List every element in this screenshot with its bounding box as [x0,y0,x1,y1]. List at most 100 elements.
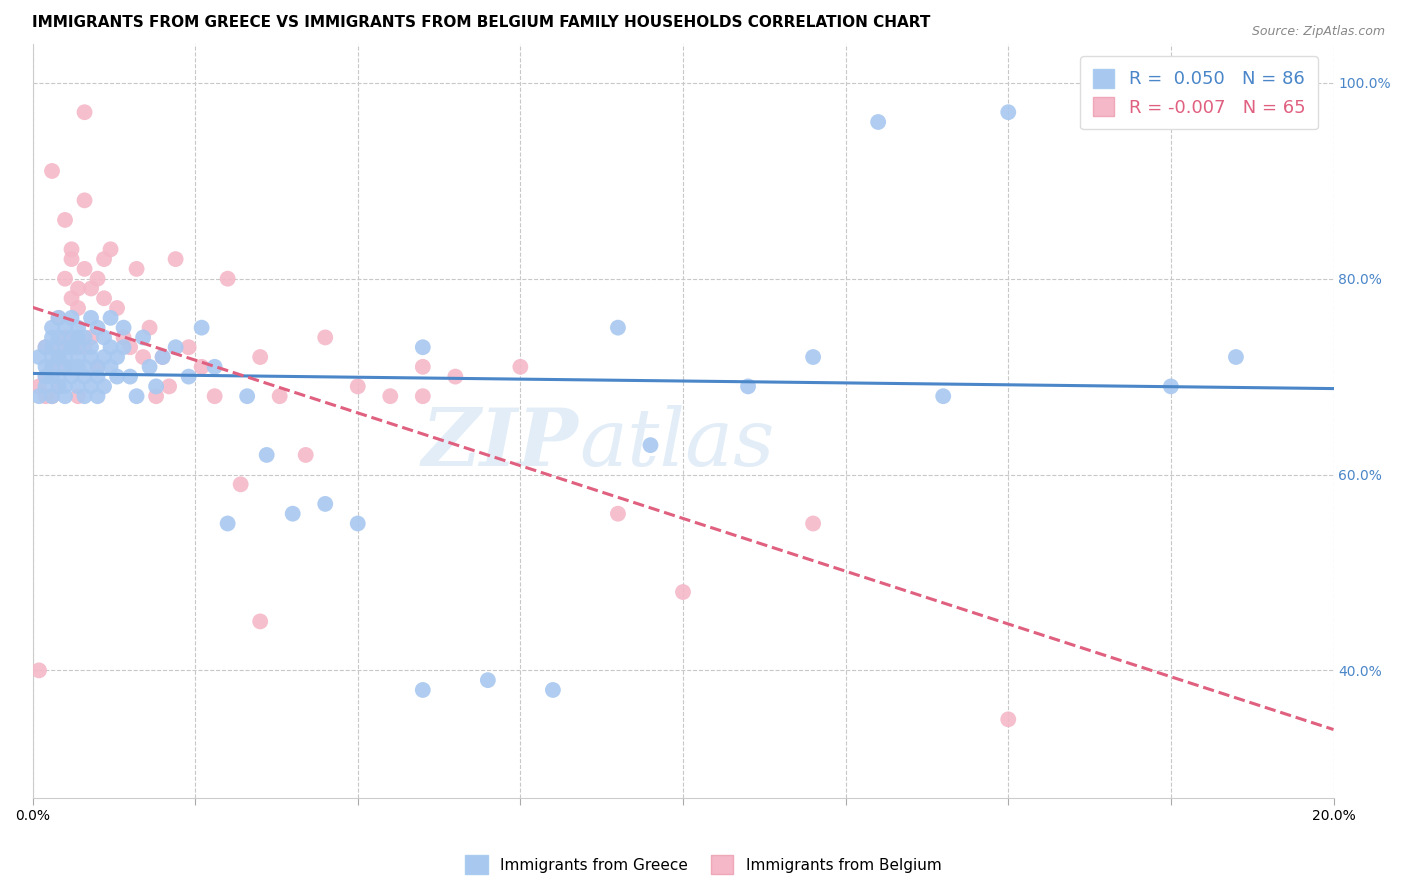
Point [48,379,70,393]
Point [152,350,174,364]
Point [48,340,70,354]
Point [93,330,115,344]
Point [41,350,63,364]
Point [73,389,96,403]
Point [105,301,128,315]
Point [93,379,115,393]
Point [41,359,63,374]
Point [53,359,76,374]
Point [53,330,76,344]
Point [256,448,278,462]
Point [80,379,103,393]
Point [86,271,108,285]
Point [67,330,90,344]
Point [41,340,63,354]
Point [737,379,759,393]
Point [868,115,890,129]
Point [477,673,499,688]
Point [60,369,83,384]
Point [86,359,108,374]
Point [60,252,83,266]
Point [67,301,90,315]
Point [41,320,63,334]
Point [41,389,63,403]
Point [236,389,259,403]
Point [67,379,90,393]
Point [34,379,56,393]
Text: IMMIGRANTS FROM GREECE VS IMMIGRANTS FROM BELGIUM FAMILY HOUSEHOLDS CORRELATION : IMMIGRANTS FROM GREECE VS IMMIGRANTS FRO… [32,15,931,30]
Point [67,389,90,403]
Point [53,320,76,334]
Point [997,712,1019,726]
Point [60,291,83,305]
Point [60,242,83,256]
Text: atlas: atlas [579,405,775,482]
Point [34,389,56,403]
Point [120,369,142,384]
Point [86,359,108,374]
Point [412,389,434,403]
Point [100,359,122,374]
Point [217,516,239,531]
Point [73,340,96,354]
Point [314,497,336,511]
Point [112,340,135,354]
Point [73,369,96,384]
Point [346,516,368,531]
Point [672,585,695,599]
Point [314,330,336,344]
Point [60,359,83,374]
Point [190,359,212,374]
Point [138,359,160,374]
Point [93,291,115,305]
Point [53,213,76,227]
Point [145,389,167,403]
Point [125,389,148,403]
Point [53,389,76,403]
Point [67,350,90,364]
Point [112,330,135,344]
Point [34,340,56,354]
Point [73,330,96,344]
Point [41,389,63,403]
Point [412,359,434,374]
Point [100,242,122,256]
Point [86,320,108,334]
Point [204,389,226,403]
Point [105,350,128,364]
Point [41,369,63,384]
Legend: R =  0.050   N = 86, R = -0.007   N = 65: R = 0.050 N = 86, R = -0.007 N = 65 [1080,56,1317,129]
Point [48,350,70,364]
Point [997,105,1019,120]
Point [53,379,76,393]
Point [80,310,103,325]
Point [412,340,434,354]
Point [132,350,155,364]
Point [132,330,155,344]
Point [60,310,83,325]
Point [86,369,108,384]
Point [67,281,90,295]
Point [145,379,167,393]
Point [125,261,148,276]
Point [190,320,212,334]
Point [80,330,103,344]
Point [67,340,90,354]
Point [34,369,56,384]
Point [640,438,662,452]
Point [80,350,103,364]
Point [34,359,56,374]
Text: Source: ZipAtlas.com: Source: ZipAtlas.com [1251,25,1385,38]
Point [112,320,135,334]
Point [67,320,90,334]
Point [932,389,955,403]
Point [60,340,83,354]
Point [229,477,252,491]
Point [67,330,90,344]
Legend: Immigrants from Greece, Immigrants from Belgium: Immigrants from Greece, Immigrants from … [458,849,948,880]
Point [541,682,564,697]
Point [73,261,96,276]
Point [53,350,76,364]
Point [138,320,160,334]
Point [60,340,83,354]
